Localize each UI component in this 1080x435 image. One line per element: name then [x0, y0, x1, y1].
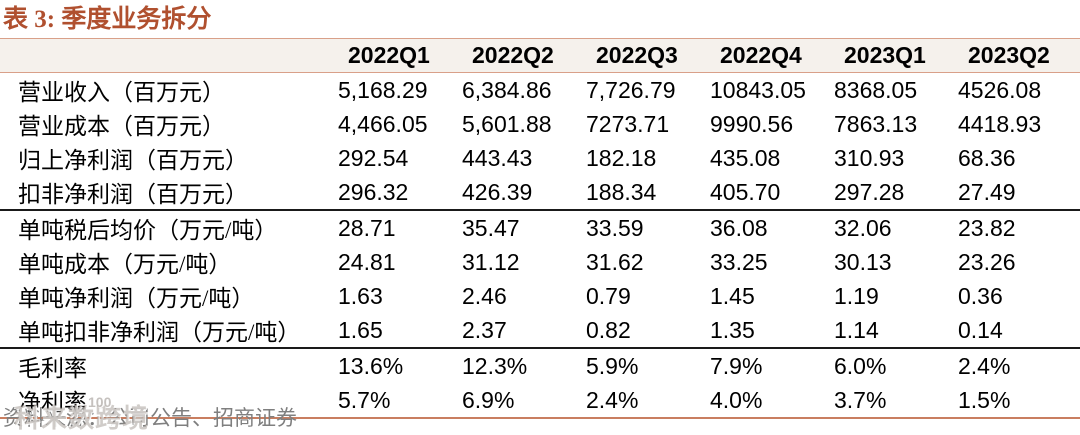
cell-value: 9990.56: [710, 110, 794, 137]
cell-value: 23.26: [958, 248, 1016, 275]
cell-value: 6.9%: [462, 386, 515, 413]
cell-value: 7273.71: [586, 110, 670, 137]
cell-value: 35.47: [460, 209, 584, 245]
cell-value: 426.39: [462, 178, 533, 205]
table-row: 单吨扣非净利润（万元/吨） 1.65 2.37 0.82 1.35 1.14 0.14: [0, 313, 1080, 348]
cell-value: 23.82: [956, 209, 1080, 245]
cell-value: 13.6%: [336, 347, 460, 383]
cell-value: 0.79: [586, 282, 631, 309]
cell-value: 6.0%: [832, 347, 956, 383]
cell-value: 4.0%: [710, 386, 763, 413]
cell-value: 7,726.79: [586, 76, 676, 103]
cell-value: 296.32: [338, 178, 409, 205]
cell-value: 7863.13: [834, 110, 918, 137]
table-row: 营业成本（百万元） 4,466.05 5,601.88 7273.71 9990.56 7…: [0, 107, 1080, 141]
column-header: 2022Q3: [596, 42, 678, 68]
cell-value: 405.70: [710, 178, 781, 205]
column-header: 2022Q2: [472, 42, 554, 68]
cell-value: 68.36: [958, 144, 1016, 171]
cell-value: 1.45: [710, 282, 755, 309]
table-row: 归上净利润（百万元） 292.54 443.43 182.18 435.08 310.93…: [0, 141, 1080, 175]
cell-value: 8368.05: [834, 76, 918, 103]
cell-value: 5.7%: [338, 386, 391, 413]
cell-value: 4418.93: [958, 110, 1042, 137]
row-label: 单吨扣非净利润（万元/吨）: [18, 320, 301, 345]
cell-value: 1.65: [338, 316, 383, 343]
row-label: 扣非净利润（百万元）: [18, 182, 248, 207]
cell-value: 10843.05: [710, 76, 806, 103]
cell-value: 5.9%: [584, 347, 708, 383]
cell-value: 5,168.29: [338, 76, 428, 103]
cell-value: 0.14: [958, 316, 1003, 343]
cell-value: 2.4%: [586, 386, 639, 413]
column-header: 2023Q1: [844, 42, 926, 68]
row-label: 毛利率: [0, 347, 336, 383]
quarterly-breakdown-table: 2022Q1 2022Q2 2022Q3 2022Q4 2023Q1 2023Q2 营业收…: [0, 38, 1080, 419]
row-label: 净利率: [18, 390, 87, 415]
cell-value: 443.43: [462, 144, 533, 171]
cell-value: 1.14: [834, 316, 879, 343]
row-label: 单吨净利润（万元/吨）: [18, 286, 255, 311]
cell-value: 27.49: [958, 178, 1016, 205]
cell-value: 188.34: [586, 178, 657, 205]
cell-value: 2.46: [462, 282, 507, 309]
cell-value: 3.7%: [834, 386, 887, 413]
cell-value: 1.63: [338, 282, 383, 309]
cell-value: 7.9%: [708, 347, 832, 383]
table-title: 表 3: 季度业务拆分: [3, 6, 212, 33]
table-row: 净利率 5.7% 6.9% 2.4% 4.0% 3.7% 1.5%: [0, 383, 1080, 418]
cell-value: 36.08: [708, 209, 832, 245]
cell-value: 31.62: [586, 248, 644, 275]
cell-value: 0.82: [586, 316, 631, 343]
cell-value: 1.35: [710, 316, 755, 343]
row-label-header: [0, 39, 336, 73]
column-header: 2023Q2: [968, 42, 1050, 68]
cell-value: 435.08: [710, 144, 781, 171]
cell-value: 28.71: [336, 209, 460, 245]
cell-value: 2.37: [462, 316, 507, 343]
cell-value: 4526.08: [958, 76, 1042, 103]
cell-value: 1.19: [834, 282, 879, 309]
row-label: 营业成本（百万元）: [18, 114, 225, 139]
cell-value: 292.54: [338, 144, 409, 171]
cell-value: 24.81: [338, 248, 396, 275]
cell-value: 4,466.05: [338, 110, 428, 137]
cell-value: 182.18: [586, 144, 657, 171]
cell-value: 30.13: [834, 248, 892, 275]
cell-value: 12.3%: [460, 347, 584, 383]
column-header: 2022Q4: [720, 42, 802, 68]
table-row: 扣非净利润（百万元） 296.32 426.39 188.34 405.70 297.28…: [0, 175, 1080, 210]
cell-value: 33.59: [584, 209, 708, 245]
table-row: 单吨成本（万元/吨） 24.81 31.12 31.62 33.25 30.13 23.26: [0, 245, 1080, 279]
row-label: 单吨成本（万元/吨）: [18, 252, 232, 277]
cell-value: 6,384.86: [462, 76, 552, 103]
row-label: 归上净利润（百万元）: [18, 148, 248, 173]
cell-value: 2.4%: [956, 347, 1080, 383]
source-note: 资料来源：公司公告、招商证券: [3, 406, 297, 430]
column-header: 2022Q1: [348, 42, 430, 68]
table-row: 毛利率 13.6% 12.3% 5.9% 7.9% 6.0% 2.4%: [0, 347, 1080, 383]
cell-value: 33.25: [710, 248, 768, 275]
cell-value: 297.28: [834, 178, 905, 205]
cell-value: 32.06: [832, 209, 956, 245]
cell-value: 5,601.88: [462, 110, 552, 137]
cell-value: 0.36: [958, 282, 1003, 309]
cell-value: 310.93: [834, 144, 905, 171]
table-row: 单吨净利润（万元/吨） 1.63 2.46 0.79 1.45 1.19 0.36: [0, 279, 1080, 313]
row-label: 营业收入（百万元）: [18, 80, 225, 105]
cell-value: 31.12: [462, 248, 520, 275]
cell-value: 1.5%: [958, 386, 1011, 413]
row-label: 单吨税后均价（万元/吨）: [0, 209, 336, 245]
table-row: 单吨税后均价（万元/吨） 28.71 35.47 33.59 36.08 32.06 23.…: [0, 209, 1080, 245]
table-header-row: 2022Q1 2022Q2 2022Q3 2022Q4 2023Q1 2023Q2: [0, 38, 1080, 73]
table-row: 营业收入（百万元） 5,168.29 6,384.86 7,726.79 10843.0…: [0, 73, 1080, 108]
